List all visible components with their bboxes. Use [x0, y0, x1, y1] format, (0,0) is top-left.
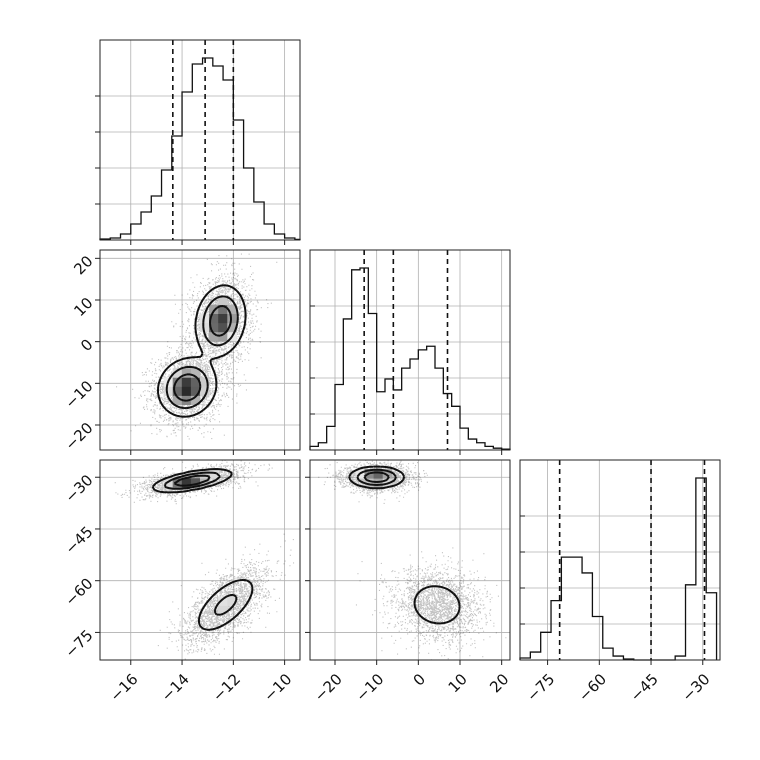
y-tick-label-p3: −75 — [61, 626, 96, 661]
density-cell — [218, 313, 228, 324]
density-cell — [172, 368, 183, 378]
x-tick-label-p3: −30 — [678, 670, 713, 705]
x-tick-label-p3: −75 — [523, 670, 558, 705]
density-cell — [200, 478, 210, 488]
y-tick-label-p2: −20 — [61, 419, 96, 454]
density-cell — [209, 313, 219, 324]
x-tick-label-p1: −12 — [209, 670, 244, 705]
panel-frame — [309, 459, 511, 661]
density-cell — [218, 596, 228, 606]
contour-level-0 — [151, 468, 254, 631]
contour-level-1 — [165, 295, 239, 410]
density-cell — [227, 304, 237, 314]
contour-level-1 — [356, 468, 397, 486]
density-cell — [190, 377, 201, 387]
density-cell — [200, 469, 210, 479]
x-tick-label-p2: 10 — [445, 670, 471, 696]
panel-frame — [99, 459, 301, 661]
contour-level-1 — [163, 471, 238, 616]
density-cell — [373, 478, 384, 488]
density-cell — [218, 605, 228, 615]
pair-panel-p1-p2 — [95, 249, 301, 455]
density-cell — [200, 377, 210, 387]
density-cell — [181, 377, 192, 387]
scatter-points — [114, 460, 295, 660]
x-tick-label-p2: 20 — [486, 670, 512, 696]
histogram-p2 — [309, 267, 511, 450]
y-tick-label-p2: 10 — [70, 294, 96, 320]
density-cell — [218, 304, 228, 314]
y-tick-label-p2: 0 — [77, 335, 96, 354]
panel-frame — [519, 459, 721, 661]
density-cell — [172, 478, 183, 488]
histogram-p1 — [99, 57, 301, 241]
density-cell — [200, 322, 210, 333]
density-cell — [172, 386, 183, 396]
y-tick-label-p2: 20 — [70, 252, 96, 278]
y-tick-label-p3: −60 — [61, 575, 96, 610]
x-tick-label-p2: −20 — [311, 670, 346, 705]
y-tick-label-p3: −30 — [61, 471, 96, 506]
density-cell — [227, 313, 237, 324]
density-cell — [190, 368, 201, 378]
scatter-points — [318, 460, 507, 660]
density-cell — [373, 469, 384, 479]
hist-panel-p2 — [309, 249, 511, 451]
x-tick-label-p3: −60 — [575, 670, 610, 705]
contour-level-2 — [173, 305, 232, 402]
hist-panel-p3 — [519, 459, 721, 661]
density-cell — [227, 596, 237, 606]
density-cell — [209, 304, 219, 314]
x-tick-label-p2: 0 — [410, 670, 429, 689]
x-tick-label-p3: −45 — [627, 670, 662, 705]
density-cell — [181, 478, 192, 488]
density-cell — [209, 331, 219, 342]
contour-level-0 — [348, 465, 461, 625]
x-tick-label-p1: −14 — [158, 670, 193, 705]
contour-level-0 — [157, 284, 247, 418]
density-cell — [172, 395, 183, 405]
density-cell — [227, 322, 237, 333]
contour-level-2 — [363, 471, 390, 483]
x-tick-label-p2: −10 — [352, 670, 387, 705]
contour-level-2 — [173, 474, 211, 487]
scatter-points — [116, 253, 278, 440]
density-cell — [181, 386, 192, 396]
density-cell — [190, 395, 201, 405]
density-cell — [172, 377, 183, 387]
hist-panel-p1 — [95, 39, 301, 241]
panel-frame — [99, 249, 301, 451]
density-cell — [190, 478, 201, 488]
density-cell — [190, 386, 201, 396]
panel-frame — [309, 249, 511, 451]
density-cell — [218, 295, 228, 305]
density-cell — [382, 469, 393, 479]
density-cell — [218, 322, 228, 333]
density-cell — [163, 478, 174, 488]
density-cell — [218, 331, 228, 342]
y-tick-label-p3: −45 — [61, 523, 96, 558]
density-cell — [163, 386, 174, 396]
density-cell — [209, 322, 219, 333]
x-tick-label-p1: −10 — [260, 670, 295, 705]
histogram-p3 — [519, 477, 718, 661]
pair-panel-p2-p3 — [305, 459, 511, 665]
density-cell — [364, 478, 374, 488]
y-tick-label-p2: −10 — [61, 377, 96, 412]
density-cell — [181, 368, 192, 378]
x-tick-label-p1: −16 — [106, 670, 141, 705]
panel-frame — [99, 39, 301, 241]
density-cell — [200, 386, 210, 396]
pair-panel-p1-p3 — [95, 459, 301, 665]
